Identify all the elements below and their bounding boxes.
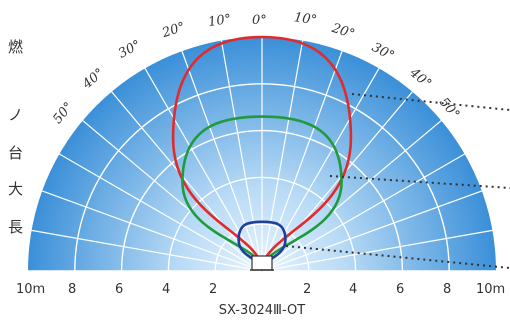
grid-radial-line (59, 153, 263, 272)
distribution-curve-red (171, 35, 353, 268)
leader-line-blue (285, 245, 510, 269)
leader-lines (285, 93, 510, 269)
grid-radial-line (82, 120, 263, 272)
distance-tick: 2 (303, 282, 311, 297)
angle-tick: 10° (293, 10, 318, 28)
angle-tick: 20° (329, 21, 357, 43)
distance-tick: 4 (162, 282, 170, 297)
distance-tick: 10m (476, 282, 505, 297)
distribution-curve-green (181, 115, 343, 272)
distance-tick: 6 (396, 282, 404, 297)
leader-line-red (351, 93, 510, 111)
grid-radial-line (261, 50, 343, 272)
grid-radial-line (261, 40, 304, 272)
polar-grid (28, 37, 496, 272)
fixture-icon (250, 255, 274, 271)
distance-tick: 8 (68, 282, 76, 297)
distribution-curve-blue (237, 220, 287, 268)
angle-tick: 20° (160, 20, 188, 42)
distance-tick: 6 (115, 282, 123, 297)
grid-radial-line (220, 40, 263, 272)
grid-radial-line (111, 91, 263, 272)
distance-tick: 8 (443, 282, 451, 297)
distance-tick: 10m (16, 282, 45, 297)
grid-radial-line (181, 50, 263, 272)
angle-tick: 50° (50, 100, 76, 127)
distribution-curves (171, 35, 353, 272)
angle-tick: 30° (116, 38, 143, 62)
grid-radial-line (261, 153, 465, 272)
grid-radial-line (261, 91, 413, 272)
angle-tick: 30° (369, 40, 396, 64)
distance-axis: 10m 8 6 4 2 2 4 6 8 10m (16, 282, 505, 297)
grid-radial-line (261, 229, 493, 272)
distance-tick: 4 (349, 282, 357, 297)
distance-tick: 2 (209, 282, 217, 297)
grid-radial-line (261, 68, 380, 272)
grid-radial-line (261, 120, 442, 272)
side-text-char: 大 (8, 180, 23, 198)
side-text-char: 台 (8, 144, 23, 162)
grid-radial-line (31, 229, 263, 272)
angle-tick: 40° (79, 66, 107, 93)
angle-tick: 50° (436, 95, 462, 122)
model-label: SX-3024Ⅲ-OT (219, 303, 306, 318)
angle-tick: 40° (406, 65, 434, 92)
side-text-char: ノ (8, 106, 23, 124)
angle-tick: 10° (207, 12, 232, 30)
grid-radial-line (144, 68, 263, 272)
leader-line-green (329, 175, 510, 189)
grid-radial-line (261, 190, 483, 272)
angle-tick: 0° (252, 13, 267, 28)
side-text-column: 燃 ノ 台 大 長 (8, 38, 23, 236)
side-text-char: 長 (8, 218, 23, 236)
grid-radial-line (41, 190, 263, 272)
side-text-char: 燃 (8, 38, 23, 56)
